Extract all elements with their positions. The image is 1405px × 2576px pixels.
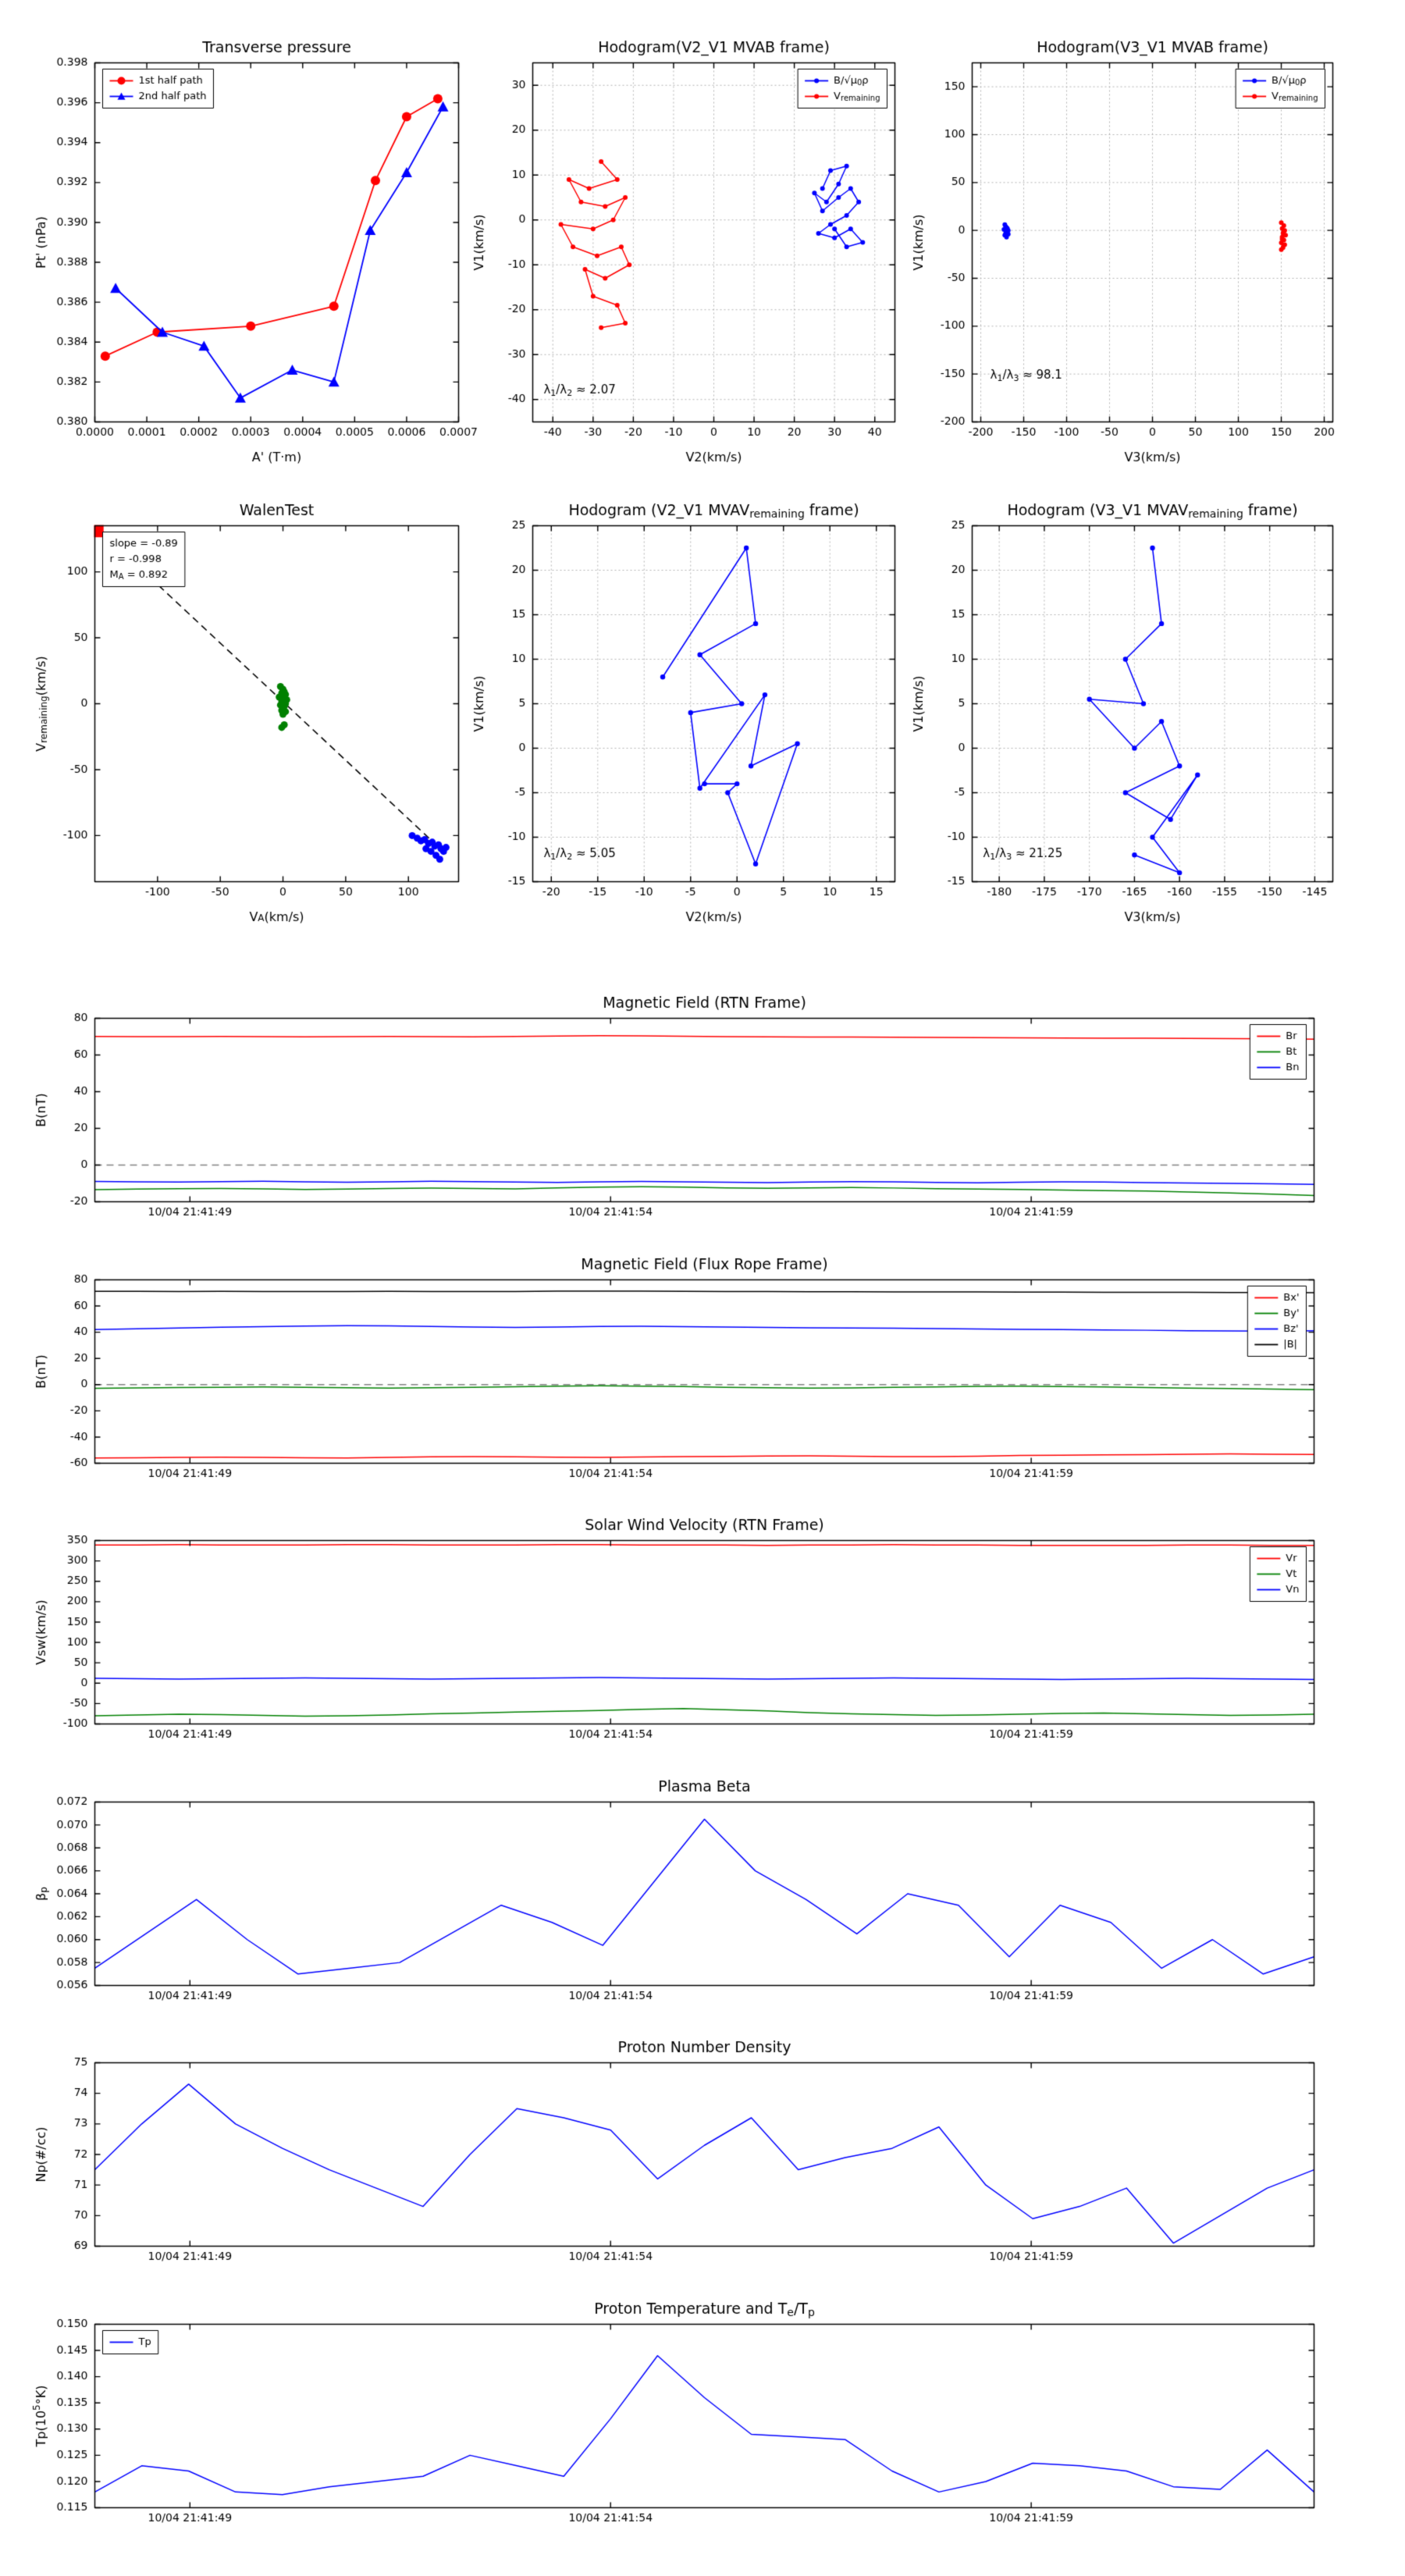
hodogram-v3v1-mvab-chart	[894, 22, 1371, 486]
proton-density-chart	[16, 2022, 1353, 2310]
magnetic-field-fluxrope-chart	[16, 1239, 1353, 1527]
plasma-beta-chart	[16, 1761, 1353, 2049]
hodogram-v3v1-mvav-chart	[894, 485, 1371, 945]
hodogram-v2v1-mvav-chart	[454, 485, 934, 945]
walen-test-chart	[16, 485, 497, 945]
hodogram-v2v1-mvab-chart	[454, 22, 934, 486]
solar-wind-velocity-chart	[16, 1500, 1353, 1788]
magnetic-field-rtn-chart	[16, 977, 1353, 1265]
transverse-pressure-chart	[16, 22, 497, 486]
proton-temperature-chart	[16, 2283, 1353, 2571]
